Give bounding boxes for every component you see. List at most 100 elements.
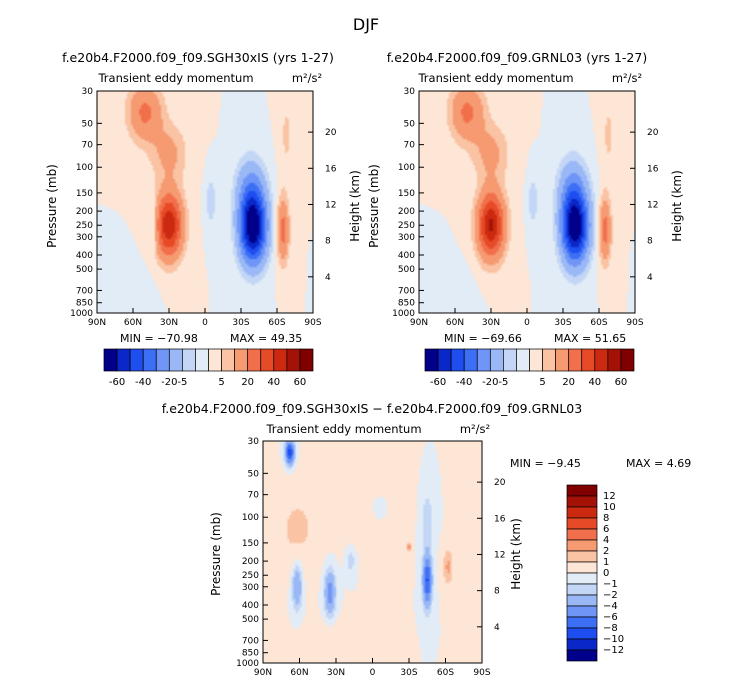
- pressure-tick-label: 700: [242, 636, 259, 646]
- height-tick-label: 12: [647, 200, 658, 210]
- latitude-tick-label: 30N: [327, 668, 345, 678]
- pressure-tick-label: 50: [248, 469, 260, 479]
- colorbar-swatch: [542, 348, 556, 372]
- colorbar-label: 20: [562, 377, 575, 388]
- colorbar-swatch: [142, 348, 157, 372]
- latitude-axis: 90N 60N 30N 0 30S 60S 90S: [254, 658, 491, 678]
- colorbar-label: -5: [498, 377, 508, 388]
- colorbar-swatch: [555, 348, 570, 372]
- height-axis-title: Height (km): [348, 170, 362, 241]
- colorbar-swatch: [208, 348, 222, 372]
- latitude-tick-label: 30S: [232, 318, 249, 328]
- panel-subtitle: Transient eddy momentum: [97, 71, 253, 85]
- height-axis: 20 16 12 8 4: [477, 478, 506, 633]
- colorbar-swatch: [566, 594, 598, 607]
- colorbar-swatch: [424, 348, 439, 372]
- height-tick-label: 4: [647, 273, 653, 283]
- colorbar-swatch: [566, 638, 598, 651]
- panel-difference: f.e20b4.F2000.f09_f09.SGH30xIS − f.e20b4…: [162, 401, 691, 678]
- contour-plot: [96, 90, 314, 314]
- pressure-tick-label: 500: [242, 615, 259, 625]
- pressure-tick-label: 700: [76, 286, 93, 296]
- panel-units: m²/s²: [612, 71, 642, 85]
- colorbar-label: -60: [109, 377, 125, 388]
- colorbar-swatch: [116, 348, 131, 372]
- pressure-tick-label: 150: [398, 189, 415, 199]
- latitude-axis: 90N 60N 30N 0 30S 60S 90S: [88, 308, 322, 328]
- panel-title: f.e20b4.F2000.f09_f09.SGH30xIS (yrs 1-27…: [62, 50, 334, 65]
- colorbar-label: 12: [603, 491, 616, 502]
- latitude-tick-label: 30N: [482, 318, 500, 328]
- height-axis: 20 16 12 8 4: [308, 128, 337, 283]
- pressure-tick-label: 250: [76, 221, 93, 231]
- height-tick-label: 8: [494, 587, 500, 597]
- colorbar-swatch: [516, 348, 530, 372]
- pressure-tick-label: 200: [76, 207, 93, 217]
- colorbar-label: -60: [430, 377, 446, 388]
- pressure-tick-label: 400: [398, 251, 415, 261]
- colorbar-swatch: [273, 348, 288, 372]
- colorbar-label: 8: [603, 513, 609, 524]
- pressure-axis-title: Pressure (mb): [367, 164, 381, 248]
- pressure-tick-label: 50: [404, 119, 416, 129]
- colorbar-swatch: [463, 348, 478, 372]
- colorbar-swatch: [594, 348, 609, 372]
- colorbar-label: 20: [241, 377, 254, 388]
- height-axis-title: Height (km): [509, 518, 523, 589]
- panel-units: m²/s²: [292, 71, 322, 85]
- panel-title: f.e20b4.F2000.f09_f09.GRNL03 (yrs 1-27): [387, 50, 647, 65]
- max-stat: MAX = 51.65: [554, 332, 626, 345]
- pressure-tick-label: 1000: [236, 659, 259, 669]
- colorbar-swatch: [566, 561, 598, 574]
- pressure-tick-label: 200: [398, 207, 415, 217]
- colorbar-swatch: [221, 348, 235, 372]
- colorbar-label: 10: [603, 502, 616, 513]
- pressure-tick-label: 300: [242, 583, 259, 593]
- latitude-tick-label: 60S: [590, 318, 607, 328]
- latitude-tick-label: 60S: [437, 668, 454, 678]
- latitude-tick-label: 0: [524, 318, 530, 328]
- pressure-tick-label: 300: [76, 233, 93, 243]
- pressure-tick-label: 500: [76, 265, 93, 275]
- colorbar-label: 5: [539, 377, 545, 388]
- pressure-tick-label: 850: [398, 299, 415, 309]
- colorbar-swatch: [299, 348, 314, 372]
- latitude-tick-label: 90N: [410, 318, 428, 328]
- height-tick-label: 8: [325, 237, 331, 247]
- pressure-tick-label: 400: [76, 251, 93, 261]
- pressure-tick-label: 100: [398, 163, 415, 173]
- pressure-tick-label: 250: [398, 221, 415, 231]
- height-tick-label: 20: [494, 478, 506, 488]
- colorbar-label: 60: [294, 377, 307, 388]
- max-stat: MAX = 4.69: [626, 457, 691, 470]
- panel-grnl03: f.e20b4.F2000.f09_f09.GRNL03 (yrs 1-27) …: [367, 50, 684, 388]
- colorbar-swatch: [195, 348, 209, 372]
- pressure-axis-title: Pressure (mb): [209, 512, 223, 596]
- colorbar-label: 6: [603, 524, 609, 535]
- colorbar-swatch: [286, 348, 301, 372]
- colorbar-label: 4: [603, 535, 609, 546]
- colorbar-label: −1: [603, 579, 618, 590]
- colorbar-swatch: [260, 348, 275, 372]
- colorbar-swatch: [489, 348, 504, 372]
- colorbar-label: −12: [603, 645, 624, 656]
- colorbar-label: 60: [615, 377, 628, 388]
- latitude-tick-label: 90N: [254, 668, 272, 678]
- colorbar-label: 5: [218, 377, 224, 388]
- colorbar-label: 2: [603, 546, 609, 557]
- colorbar-swatch: [581, 348, 596, 372]
- colorbar-label: −10: [603, 634, 624, 645]
- pressure-tick-label: 150: [242, 539, 259, 549]
- pressure-tick-label: 400: [242, 601, 259, 611]
- height-tick-label: 16: [494, 514, 506, 524]
- contour-plot: [418, 90, 636, 314]
- colorbar-label: −2: [603, 590, 618, 601]
- colorbar-swatch: [566, 550, 598, 563]
- colorbar-label: −6: [603, 612, 618, 623]
- panel-units: m²/s²: [460, 422, 490, 436]
- latitude-tick-label: 30S: [554, 318, 571, 328]
- colorbar-swatch: [566, 495, 598, 508]
- pressure-tick-label: 200: [242, 557, 259, 567]
